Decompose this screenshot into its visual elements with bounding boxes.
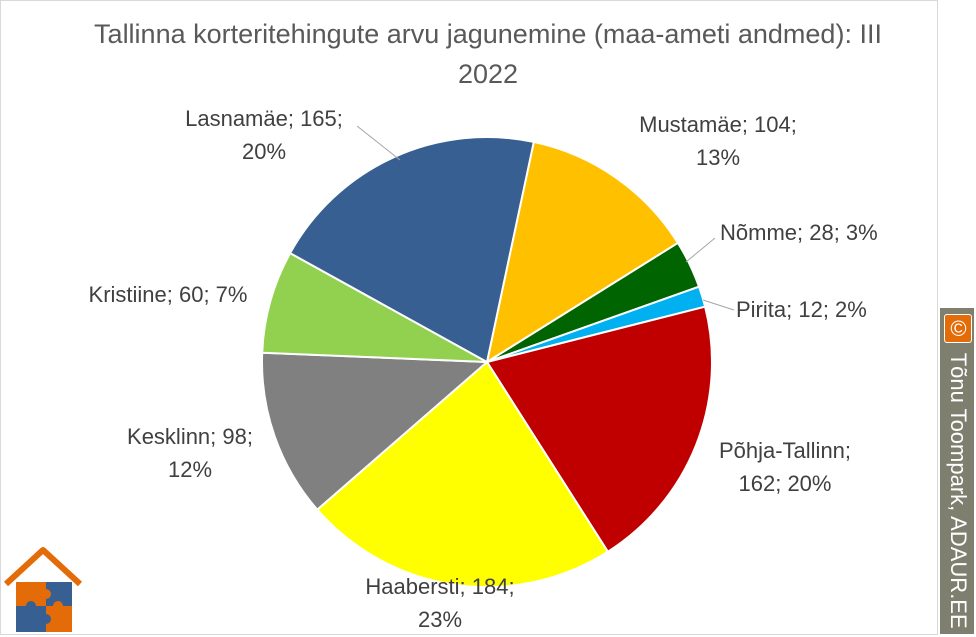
data-label-kesklinn: Kesklinn; 98; 12%	[127, 424, 253, 482]
data-label-line: Põhja-Tallinn;	[719, 438, 851, 463]
pie-slice-haabersti	[315, 360, 610, 588]
leader-line-lasnamäe	[356, 125, 401, 161]
data-label-nõmme: Nõmme; 28; 3%	[720, 220, 878, 245]
copyright-text: © Tõnu Toompark, ADAUR.EE	[944, 314, 972, 629]
data-label-line: Kesklinn; 98;	[127, 424, 253, 449]
data-label-pirita: Pirita; 12; 2%	[736, 297, 867, 322]
data-label-kristiine: Kristiine; 60; 7%	[89, 282, 248, 307]
chart-title: Tallinna korteritehingute arvu jagunemin…	[94, 19, 882, 89]
copyright-symbol: ©	[944, 314, 972, 343]
copyright-author: Tõnu Toompark, ADAUR.EE	[946, 347, 971, 629]
data-label-line: 23%	[418, 607, 462, 632]
pie-slice-lasnamäe	[288, 136, 535, 364]
data-label-line: Mustamäe; 104;	[639, 112, 797, 137]
pie-slice-kesklinn	[261, 351, 490, 512]
puzzle-house-logo-icon	[3, 547, 83, 632]
data-label-line: Nõmme; 28; 3%	[720, 220, 878, 245]
data-label-line: 12%	[168, 457, 212, 482]
pie-slice-kristiine	[261, 251, 488, 363]
data-label-haabersti: Haabersti; 184; 23%	[365, 574, 514, 632]
leader-line-pirita	[702, 299, 735, 311]
data-label-line: 162; 20%	[739, 471, 832, 496]
data-label-line: Lasnamäe; 165;	[185, 106, 343, 131]
data-label-line: Kristiine; 60; 7%	[89, 282, 248, 307]
data-label-põhja-tallinn: Põhja-Tallinn; 162; 20%	[719, 438, 851, 496]
data-label-line: 20%	[242, 139, 286, 164]
copyright-watermark: © Tõnu Toompark, ADAUR.EE	[940, 308, 974, 634]
pie-chart: Mustamäe; 104; 13% Nõmme; 28; 3% Pirita; 12…	[89, 106, 878, 632]
data-label-mustamäe: Mustamäe; 104; 13%	[639, 112, 797, 170]
data-label-line: Pirita; 12; 2%	[736, 297, 867, 322]
data-label-lasnamäe: Lasnamäe; 165; 20%	[185, 106, 343, 164]
leader-line-nõmme	[685, 237, 716, 263]
pie-slice-mustamäe	[485, 140, 680, 365]
pie-slice-põhja-tallinn	[485, 305, 713, 554]
data-label-line: 13%	[696, 145, 740, 170]
data-label-line: Haabersti; 184;	[365, 574, 514, 599]
